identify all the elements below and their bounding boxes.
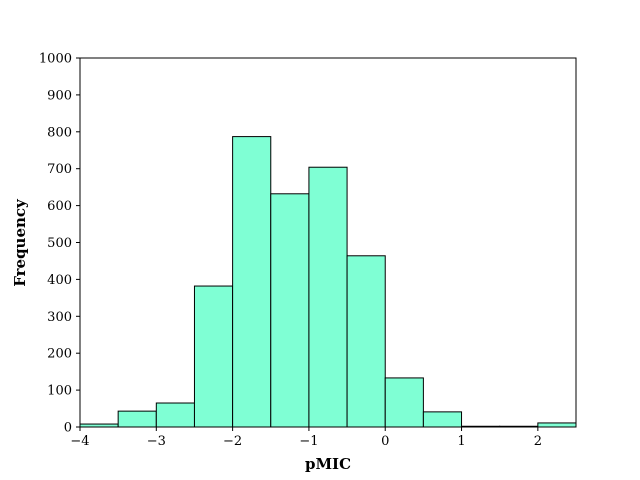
x-tick-label: −3 [147, 434, 166, 449]
y-tick-label: 1000 [39, 52, 72, 67]
y-axis-ticks: 0 100 200 300 400 500 600 700 800 900 1000 [39, 52, 80, 436]
histogram-bar-2 [155, 402, 195, 428]
histogram-bar-6 [308, 166, 348, 428]
histogram-bars [79, 136, 577, 428]
x-tick-label: −2 [223, 434, 242, 449]
y-tick-label: 200 [47, 347, 72, 362]
x-tick-label: −1 [299, 434, 318, 449]
y-tick-label: 700 [47, 162, 72, 177]
histogram-bar-5 [270, 193, 310, 428]
x-axis-ticks: −4 −3 −2 −1 0 1 2 [70, 427, 542, 449]
histogram-bar-3 [193, 285, 234, 428]
histogram-bar-1 [117, 410, 157, 428]
y-tick-label: 500 [47, 236, 72, 251]
x-tick-label: −4 [70, 434, 89, 449]
histogram-bar-12 [537, 422, 577, 428]
x-axis-label: pMIC [305, 455, 351, 473]
histogram-bar-8 [384, 377, 424, 428]
y-axis-label: Frequency [11, 198, 29, 287]
histogram-bar-7 [346, 255, 386, 428]
x-tick-label: 2 [534, 434, 542, 449]
y-tick-label: 0 [64, 421, 72, 436]
y-tick-label: 600 [47, 199, 72, 214]
histogram-bar-9 [422, 411, 463, 428]
y-tick-label: 800 [47, 125, 72, 140]
y-tick-label: 300 [47, 310, 72, 325]
y-tick-label: 400 [47, 273, 72, 288]
x-tick-label: 1 [457, 434, 465, 449]
y-tick-label: 900 [47, 88, 72, 103]
histogram-bar-4 [232, 136, 272, 428]
x-tick-label: 0 [381, 434, 389, 449]
y-tick-label: 100 [47, 384, 72, 399]
